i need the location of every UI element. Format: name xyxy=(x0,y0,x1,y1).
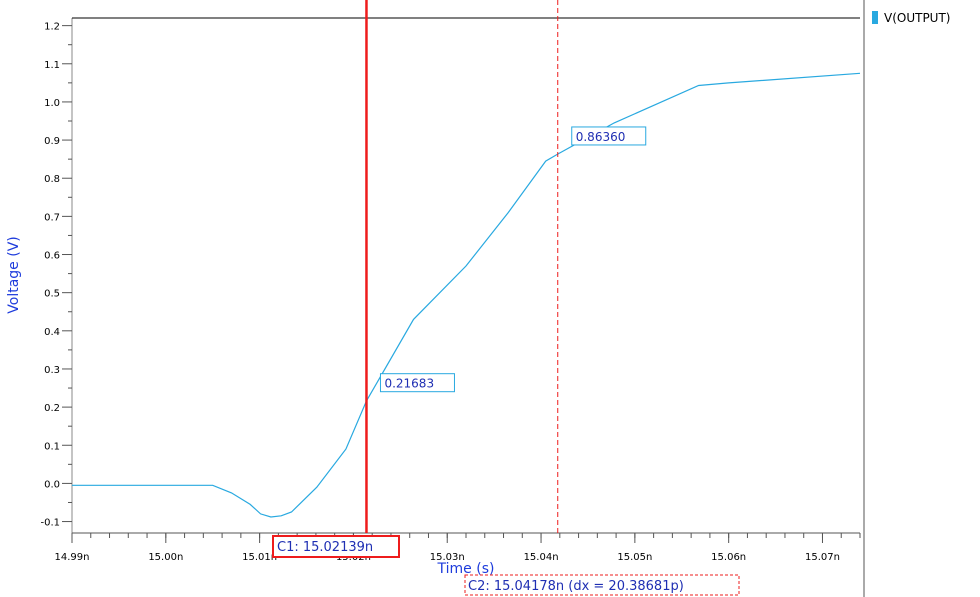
x-tick-label: 15.06n xyxy=(711,552,746,563)
y-tick-label: 0.9 xyxy=(44,136,60,147)
cursor-c1-readout[interactable]: C1: 15.02139n xyxy=(272,535,400,558)
y-axis-ticks: -0.1 0.0 0.1 0.2 0.3 0.4 0.5 0.6 0.7 0.8 0.9 1.0 1.1… xyxy=(40,22,72,529)
x-axis-title: Time (s) xyxy=(437,561,495,577)
y-tick-label: 0.7 xyxy=(44,212,60,223)
y-tick-label: 0.4 xyxy=(44,327,60,338)
y-tick-label: 0.2 xyxy=(44,403,60,414)
x-tick-label: 15.03n xyxy=(430,552,465,563)
x-tick-label: 15.07n xyxy=(805,552,840,563)
y-tick-label: -0.1 xyxy=(40,518,60,529)
x-tick-label: 15.05n xyxy=(617,552,652,563)
y-tick-label: 1.2 xyxy=(44,22,60,33)
x-tick-label: 14.99n xyxy=(55,552,90,563)
y-tick-label: 0.0 xyxy=(44,479,60,490)
y-tick-label: 0.8 xyxy=(44,174,60,185)
data-label-c1: 0.21683 xyxy=(379,373,455,393)
y-tick-label: 0.3 xyxy=(44,365,60,376)
data-label-c1-text: 0.21683 xyxy=(384,377,434,391)
x-tick-label: 15.01n xyxy=(242,552,277,563)
y-tick-label: 1.1 xyxy=(44,60,60,71)
cursor-c2-readout-text: C2: 15.04178n (dx = 20.38681p) xyxy=(468,579,684,594)
y-axis-title: Voltage (V) xyxy=(6,236,22,313)
x-axis-ticks: 14.99n15.00n15.01n15.02n15.03n15.04n15.0… xyxy=(55,533,861,563)
legend: V(OUTPUT) xyxy=(872,11,950,25)
cursor-c1-readout-text: C1: 15.02139n xyxy=(277,540,373,555)
x-tick-label: 15.00n xyxy=(148,552,183,563)
data-label-c2-text: 0.86360 xyxy=(576,130,626,144)
data-label-c2: 0.86360 xyxy=(571,126,647,146)
y-tick-label: 1.0 xyxy=(44,98,60,109)
x-tick-label: 15.04n xyxy=(524,552,559,563)
legend-label-v-output: V(OUTPUT) xyxy=(884,11,950,25)
y-tick-label: 0.5 xyxy=(44,289,60,300)
series-line-v-output xyxy=(72,72,861,518)
legend-swatch-v-output xyxy=(872,11,878,24)
cursor-c2-readout[interactable]: C2: 15.04178n (dx = 20.38681p) xyxy=(464,574,740,596)
y-tick-label: 0.6 xyxy=(44,251,60,262)
y-tick-label: 0.1 xyxy=(44,441,60,452)
